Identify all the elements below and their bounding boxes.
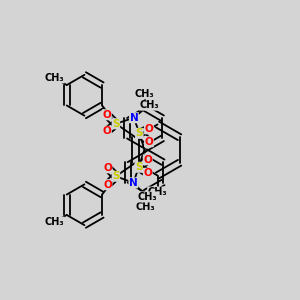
Text: O: O — [145, 137, 153, 147]
Text: CH₃: CH₃ — [137, 192, 157, 202]
Text: S: S — [112, 119, 120, 129]
Text: O: O — [145, 124, 153, 134]
Text: O: O — [143, 155, 152, 165]
Text: N: N — [130, 113, 138, 123]
Text: CH₃: CH₃ — [45, 217, 64, 227]
Text: CH₃: CH₃ — [45, 73, 64, 83]
Text: S: S — [112, 171, 120, 181]
Text: S: S — [136, 128, 143, 138]
Text: CH₃: CH₃ — [136, 202, 155, 212]
Text: CH₃: CH₃ — [140, 100, 159, 110]
Text: N: N — [129, 178, 138, 188]
Text: O: O — [103, 126, 111, 136]
Text: O: O — [103, 163, 112, 173]
Text: O: O — [143, 168, 152, 178]
Text: CH₃: CH₃ — [135, 88, 154, 99]
Text: CH₃: CH₃ — [148, 187, 167, 197]
Text: O: O — [103, 110, 111, 120]
Text: S: S — [135, 162, 142, 172]
Text: O: O — [103, 180, 112, 190]
